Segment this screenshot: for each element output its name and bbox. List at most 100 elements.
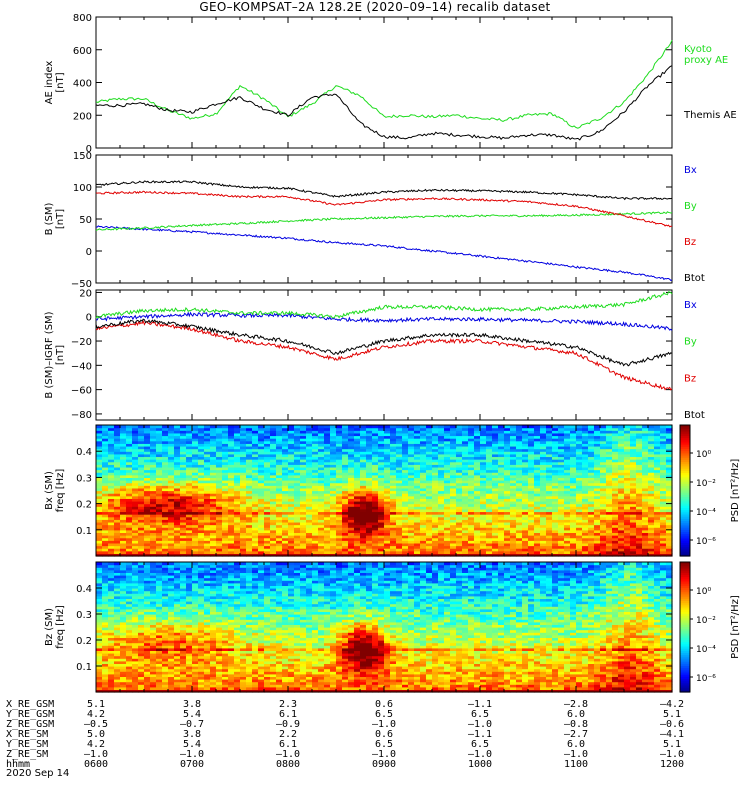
spectrogram-cell xyxy=(156,516,163,520)
spectrogram-cell xyxy=(408,432,415,437)
spectrogram-cell xyxy=(336,461,343,465)
spectrogram-cell xyxy=(330,427,337,431)
spectrogram-cell xyxy=(450,535,457,539)
spectrogram-cell xyxy=(492,459,499,463)
spectrogram-cell xyxy=(222,493,229,497)
spectrogram-cell xyxy=(186,461,193,465)
spectrogram-cell xyxy=(552,511,559,515)
spectrogram-cell xyxy=(324,495,331,499)
spectrogram-cell xyxy=(630,461,637,465)
spectrogram-cell xyxy=(594,540,601,544)
spectrogram-cell xyxy=(468,459,475,463)
spectrogram-cell xyxy=(564,448,571,452)
spectrogram-cell xyxy=(624,500,631,505)
spectrogram-cell xyxy=(216,480,223,484)
spectrogram-cell xyxy=(528,519,535,523)
spectrogram-cell xyxy=(426,459,433,463)
spectrogram-cell xyxy=(564,477,571,481)
spectrogram-cell xyxy=(480,553,487,557)
spectrogram-cell xyxy=(516,480,523,484)
spectrogram-cell xyxy=(372,537,379,541)
spectrogram-cell xyxy=(642,453,649,458)
spectrogram-cell xyxy=(642,500,649,505)
spectrogram-cell xyxy=(600,443,607,447)
spectrogram-cell xyxy=(660,443,667,447)
spectrogram-cell xyxy=(576,524,583,528)
spectrogram-cell xyxy=(534,430,541,434)
spectrogram-cell xyxy=(108,495,115,499)
spectrogram-cell xyxy=(558,511,565,515)
spectrogram-cell xyxy=(420,524,427,528)
spectrogram-cell xyxy=(384,521,391,526)
spectrogram-cell xyxy=(390,464,397,468)
spectrogram-cell xyxy=(132,451,139,455)
spectrogram-cell xyxy=(270,521,277,526)
spectrogram-cell xyxy=(138,506,145,510)
spectrogram-cell xyxy=(450,466,457,471)
spectrogram-cell xyxy=(414,453,421,458)
spectrogram-cell xyxy=(312,529,319,534)
spectrogram-cell xyxy=(144,529,151,534)
spectrogram-cell xyxy=(156,438,163,442)
spectrogram-cell xyxy=(510,535,517,539)
spectrogram-cell xyxy=(564,474,571,478)
spectrogram-cell xyxy=(300,537,307,541)
spectrogram-cell xyxy=(210,527,217,531)
spectrogram-cell xyxy=(408,495,415,499)
spectrogram-cell xyxy=(468,427,475,431)
spectrogram-cell xyxy=(552,527,559,531)
spectrogram-cell xyxy=(660,435,667,439)
spectrogram-cell xyxy=(294,537,301,541)
spectrogram-cell xyxy=(552,453,559,458)
spectrogram-cell xyxy=(438,466,445,471)
spectrogram-cell xyxy=(342,540,349,544)
spectrogram-cell xyxy=(132,529,139,534)
spectrogram-cell xyxy=(264,472,271,476)
spectrogram-cell xyxy=(636,503,643,507)
spectrogram-cell xyxy=(108,508,115,513)
spectrogram-cell xyxy=(102,477,109,481)
spectrogram-cell xyxy=(402,498,409,502)
spectrogram-cell xyxy=(318,516,325,520)
spectrogram-cell xyxy=(150,448,157,452)
spectrogram-cell xyxy=(144,485,151,489)
spectrogram-cell xyxy=(354,537,361,541)
spectrogram-cell xyxy=(468,472,475,476)
spectrogram-cell xyxy=(564,451,571,455)
spectrogram-cell xyxy=(222,480,229,484)
spectrogram-cell xyxy=(648,451,655,455)
spectrogram-cell xyxy=(594,550,601,554)
spectrogram-cell xyxy=(168,537,175,541)
spectrogram-cell xyxy=(498,521,505,526)
spectrogram-cell xyxy=(456,482,463,486)
spectrogram-cell xyxy=(300,540,307,544)
spectrogram-cell xyxy=(420,514,427,518)
spectrogram-cell xyxy=(438,456,445,460)
spectrogram-cell xyxy=(180,550,187,554)
spectrogram-cell xyxy=(492,445,499,450)
spectrogram-cell xyxy=(174,435,181,439)
spectrogram-cell xyxy=(396,524,403,528)
spectrogram-cell xyxy=(228,535,235,539)
spectrogram-cell xyxy=(510,469,517,473)
spectrogram-cell xyxy=(210,438,217,442)
spectrogram-cell xyxy=(546,472,553,476)
spectrogram-cell xyxy=(642,477,649,481)
spectrogram-cell xyxy=(342,445,349,450)
spectrogram-cell xyxy=(384,443,391,447)
y-axis-label: [nT] xyxy=(55,72,66,92)
spectrogram-cell xyxy=(168,498,175,502)
spectrogram-cell xyxy=(294,459,301,463)
spectrogram-cell xyxy=(618,482,625,486)
spectrogram-cell xyxy=(348,487,355,492)
spectrogram-cell xyxy=(408,451,415,455)
spectrogram-cell xyxy=(534,472,541,476)
spectrogram-cell xyxy=(204,516,211,520)
spectrogram-cell xyxy=(480,435,487,439)
spectrogram-cell xyxy=(588,521,595,526)
spectrogram-cell xyxy=(348,453,355,458)
spectrogram-cell xyxy=(114,532,121,536)
spectrogram-cell xyxy=(258,506,265,510)
spectrogram-cell xyxy=(168,472,175,476)
spectrogram-cell xyxy=(282,430,289,434)
